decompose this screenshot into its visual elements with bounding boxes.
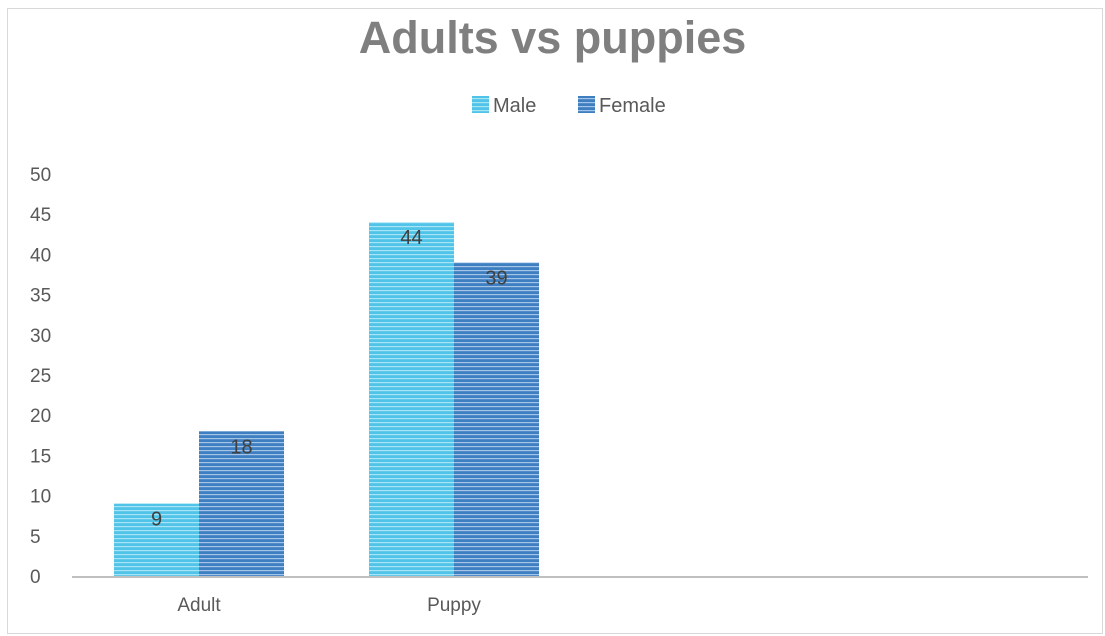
- y-tick-label: 30: [30, 326, 51, 347]
- legend-swatch-male: [472, 96, 489, 113]
- x-axis: Adult Puppy: [72, 576, 1088, 616]
- y-tick-label: 20: [30, 406, 51, 427]
- y-tick-label: 50: [30, 165, 51, 186]
- data-label: 9: [151, 509, 162, 531]
- legend-label: Female: [599, 95, 666, 117]
- y-tick-label: 40: [30, 245, 51, 266]
- y-tick-label: 5: [30, 527, 41, 548]
- y-tick-label: 0: [30, 567, 41, 588]
- y-tick-label: 25: [30, 366, 51, 387]
- legend: Male Female: [472, 95, 666, 117]
- x-tick-label: Adult: [177, 595, 221, 616]
- bars: 9 18 44 39: [114, 222, 539, 577]
- chart-title: Adults vs puppies: [358, 12, 747, 63]
- data-label: 39: [485, 267, 507, 289]
- legend-swatch-female: [578, 96, 595, 113]
- y-tick-label: 15: [30, 446, 51, 467]
- bar-adult-male: [114, 503, 199, 576]
- x-tick-label: Puppy: [427, 595, 481, 616]
- data-label: 18: [230, 436, 252, 458]
- y-tick-label: 35: [30, 286, 51, 307]
- bar-adult-female: [199, 431, 284, 576]
- bar-puppy-female: [454, 262, 539, 576]
- legend-label: Male: [493, 95, 536, 117]
- y-tick-label: 45: [30, 205, 51, 226]
- y-axis: 0 5 10 15 20 25 30 35 40 45 50: [30, 165, 51, 588]
- bar-puppy-male: [369, 222, 454, 577]
- data-label: 44: [400, 227, 422, 249]
- y-tick-label: 10: [30, 487, 51, 508]
